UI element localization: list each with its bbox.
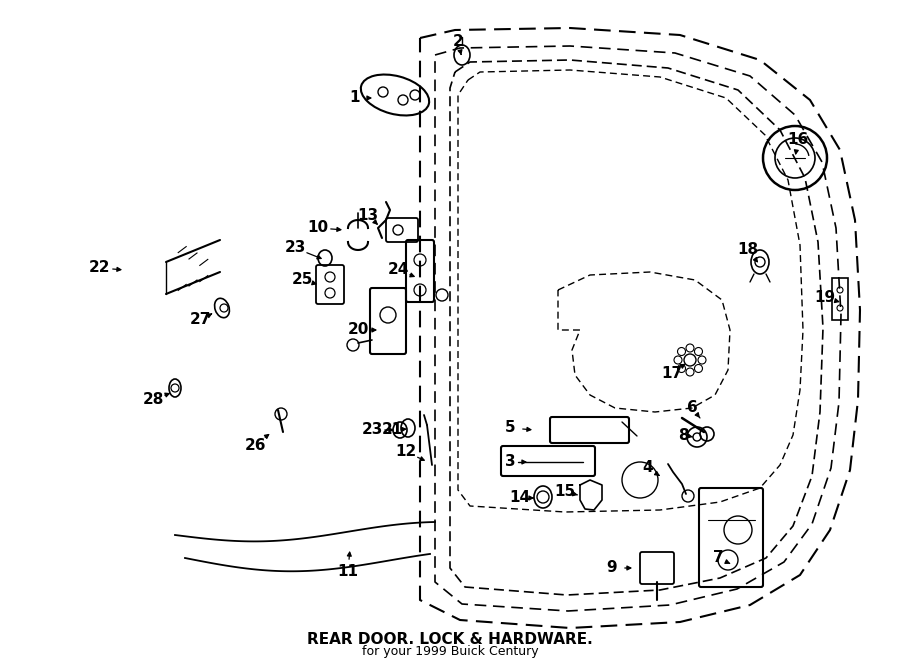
Text: 14: 14 xyxy=(509,490,531,506)
Text: 20: 20 xyxy=(347,323,369,338)
Text: 4: 4 xyxy=(643,461,653,475)
Text: 12: 12 xyxy=(395,444,417,459)
Text: 16: 16 xyxy=(788,132,808,147)
Text: 15: 15 xyxy=(554,485,576,500)
Text: 26: 26 xyxy=(244,438,266,453)
Text: for your 1999 Buick Century: for your 1999 Buick Century xyxy=(362,644,538,658)
Text: 25: 25 xyxy=(292,272,312,288)
Bar xyxy=(832,278,848,320)
Text: 1: 1 xyxy=(350,91,360,106)
Text: 23: 23 xyxy=(361,422,382,438)
Text: 21: 21 xyxy=(382,422,402,438)
Text: 5: 5 xyxy=(505,420,516,436)
Text: 22: 22 xyxy=(89,260,111,276)
Text: 28: 28 xyxy=(142,393,164,407)
Text: 23: 23 xyxy=(284,241,306,256)
Text: 10: 10 xyxy=(308,221,328,235)
Text: 19: 19 xyxy=(814,290,835,305)
Text: 18: 18 xyxy=(737,243,759,258)
Text: 11: 11 xyxy=(338,564,358,580)
Text: 6: 6 xyxy=(687,401,698,416)
Text: 24: 24 xyxy=(387,262,409,278)
Text: 3: 3 xyxy=(505,455,516,469)
Text: REAR DOOR. LOCK & HARDWARE.: REAR DOOR. LOCK & HARDWARE. xyxy=(307,631,593,646)
Text: 27: 27 xyxy=(189,313,211,327)
Text: 2: 2 xyxy=(453,34,464,50)
Text: 9: 9 xyxy=(607,561,617,576)
Text: 17: 17 xyxy=(662,366,682,381)
Text: 13: 13 xyxy=(357,208,379,223)
Text: 8: 8 xyxy=(678,428,688,442)
Text: 7: 7 xyxy=(713,551,724,566)
